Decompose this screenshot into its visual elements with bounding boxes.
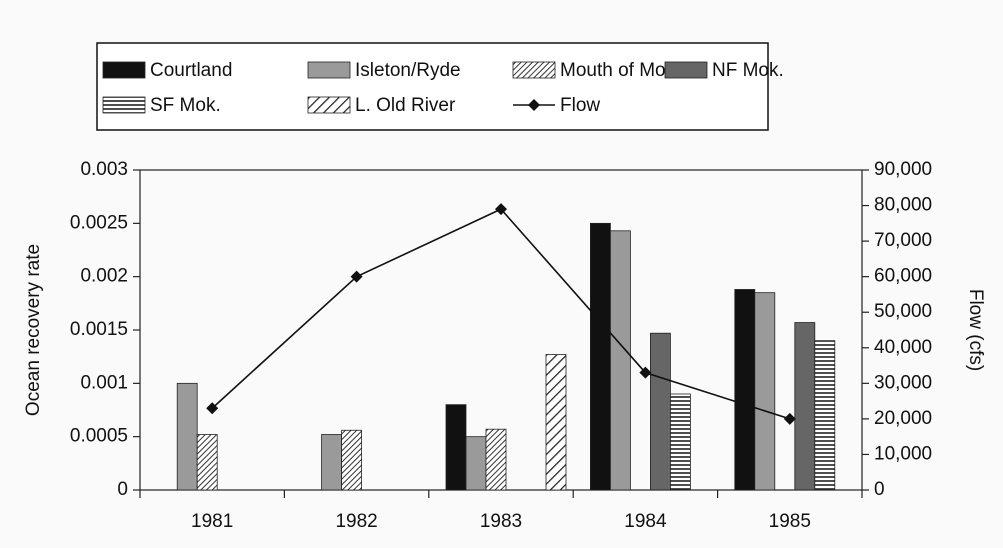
- flow-marker: [783, 412, 796, 425]
- y2-tick-label: 70,000: [874, 230, 932, 251]
- flow-line: [211, 208, 791, 420]
- legend-swatch: [664, 61, 708, 79]
- flow-marker: [206, 402, 219, 415]
- x-tick-label: 1983: [480, 511, 522, 532]
- y2-tick-label: 50,000: [874, 301, 932, 322]
- y2-tick-label: 40,000: [874, 337, 932, 358]
- y2-tick-label: 90,000: [874, 159, 932, 180]
- legend-label: Flow: [560, 95, 600, 116]
- y-tick-label: 0: [117, 479, 128, 500]
- bar: [176, 382, 198, 491]
- y-tick-label: 0.003: [80, 159, 128, 180]
- bar: [650, 332, 671, 491]
- y-tick-label: 0.002: [80, 266, 128, 287]
- bar: [590, 222, 611, 491]
- y2-tick-label: 30,000: [874, 372, 932, 393]
- legend-swatch: [102, 96, 146, 114]
- x-tick-label: 1985: [769, 511, 811, 532]
- x-tick-label: 1981: [191, 511, 233, 532]
- legend-swatch: [307, 96, 351, 114]
- bar: [545, 354, 567, 491]
- legend-marker: [528, 99, 540, 111]
- y2-tick-label: 20,000: [874, 408, 932, 429]
- flow-marker: [495, 203, 507, 216]
- bar: [445, 404, 467, 491]
- bar: [794, 322, 816, 491]
- y-tick-label: 0.0005: [70, 426, 128, 447]
- legend-label: NF Mok.: [712, 60, 784, 81]
- y2-tick-label: 80,000: [874, 195, 932, 216]
- y-tick-label: 0.0025: [70, 212, 128, 233]
- bar: [734, 289, 756, 491]
- y-tick-label: 0.0015: [70, 319, 128, 340]
- y2-tick-label: 10,000: [874, 443, 932, 464]
- legend-label: SF Mok.: [150, 95, 221, 116]
- bar: [321, 434, 343, 491]
- bar: [754, 292, 776, 491]
- bar: [341, 429, 363, 491]
- bar: [485, 428, 507, 491]
- legend-label: Mouth of Mok.: [560, 60, 680, 81]
- legend-label: L. Old River: [355, 95, 456, 116]
- y-tick-label: 0.001: [80, 372, 128, 393]
- y2-tick-label: 0: [874, 479, 885, 500]
- y2-tick-label: 60,000: [874, 266, 932, 287]
- legend-swatch: [307, 61, 351, 79]
- legend-swatch: [102, 61, 146, 79]
- bar: [610, 230, 631, 491]
- y-axis-label: Ocean recovery rate: [23, 244, 44, 416]
- x-tick-label: 1982: [335, 511, 377, 532]
- legend-swatch: [512, 61, 556, 79]
- y2-axis-label: Flow (cfs): [965, 289, 986, 371]
- bar: [465, 436, 487, 491]
- legend-label: Isleton/Ryde: [355, 60, 461, 81]
- x-tick-label: 1984: [624, 511, 667, 532]
- bar: [670, 393, 691, 491]
- legend-box: [96, 42, 769, 131]
- bar: [196, 434, 218, 491]
- flow-marker: [350, 270, 363, 283]
- bar: [814, 340, 836, 491]
- legend-label: Courtland: [150, 60, 232, 81]
- flow-marker: [639, 366, 652, 379]
